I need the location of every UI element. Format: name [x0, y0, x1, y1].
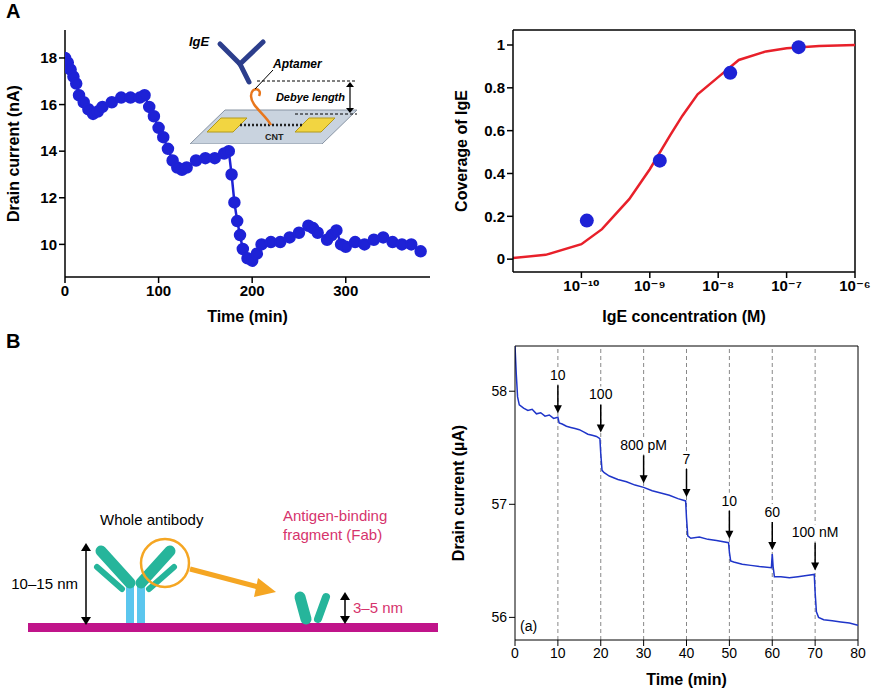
svg-text:1: 1 — [497, 36, 505, 53]
svg-text:IgE concentration (M): IgE concentration (M) — [602, 308, 766, 325]
html-text:A: A — [6, 0, 21, 22]
svg-text:7: 7 — [683, 451, 691, 467]
svg-text:0: 0 — [511, 645, 519, 661]
svg-text:10⁻⁶: 10⁻⁶ — [839, 277, 871, 294]
svg-text:0.4: 0.4 — [484, 165, 506, 182]
svg-text:Drain current (nA): Drain current (nA) — [5, 85, 22, 222]
svg-text:100: 100 — [589, 386, 613, 402]
svg-text:40: 40 — [679, 645, 695, 661]
svg-text:10⁻¹⁰: 10⁻¹⁰ — [563, 277, 599, 294]
svg-text:IgE: IgE — [189, 34, 210, 49]
svg-text:57: 57 — [491, 496, 507, 512]
svg-text:200: 200 — [240, 282, 265, 299]
svg-text:10: 10 — [550, 367, 566, 383]
svg-text:20: 20 — [593, 645, 609, 661]
svg-text:Whole antibody: Whole antibody — [100, 511, 204, 528]
svg-text:Time (min): Time (min) — [646, 671, 727, 688]
svg-text:fragment (Fab): fragment (Fab) — [283, 526, 382, 543]
svg-text:10: 10 — [40, 236, 57, 253]
svg-text:16: 16 — [40, 96, 57, 113]
svg-text:10–15 nm: 10–15 nm — [11, 575, 78, 592]
svg-text:CNT: CNT — [265, 132, 284, 142]
svg-text:0.2: 0.2 — [484, 208, 505, 225]
svg-text:56: 56 — [491, 609, 507, 625]
svg-text:Time (min): Time (min) — [207, 308, 288, 325]
svg-text:10⁻⁸: 10⁻⁸ — [702, 277, 734, 294]
svg-text:58: 58 — [491, 383, 507, 399]
svg-text:100: 100 — [146, 282, 171, 299]
svg-text:10⁻⁷: 10⁻⁷ — [771, 277, 802, 294]
svg-text:Aptamer: Aptamer — [272, 57, 323, 71]
svg-text:30: 30 — [636, 645, 652, 661]
svg-text:60: 60 — [764, 504, 780, 520]
svg-text:Drain current (µA): Drain current (µA) — [450, 425, 467, 561]
svg-text:0.6: 0.6 — [484, 122, 505, 139]
svg-text:14: 14 — [40, 142, 57, 159]
svg-text:80: 80 — [850, 645, 866, 661]
svg-text:18: 18 — [40, 49, 57, 66]
svg-text:Coverage of IgE: Coverage of IgE — [453, 90, 470, 212]
svg-text:Debye length: Debye length — [276, 91, 345, 103]
svg-text:0.8: 0.8 — [484, 79, 505, 96]
svg-text:70: 70 — [807, 645, 823, 661]
svg-text:12: 12 — [40, 189, 57, 206]
svg-text:50: 50 — [722, 645, 738, 661]
html-text:(a): (a) — [520, 618, 538, 634]
svg-text:0: 0 — [61, 282, 69, 299]
svg-text:800 pM: 800 pM — [620, 437, 667, 453]
svg-text:3–5 nm: 3–5 nm — [353, 599, 403, 616]
svg-text:10: 10 — [550, 645, 566, 661]
svg-text:0: 0 — [497, 250, 505, 267]
svg-text:10: 10 — [722, 493, 738, 509]
svg-text:Antigen-binding: Antigen-binding — [283, 507, 387, 524]
svg-text:10⁻⁹: 10⁻⁹ — [634, 277, 666, 294]
svg-text:60: 60 — [764, 645, 780, 661]
svg-text:300: 300 — [333, 282, 358, 299]
svg-text:100 nM: 100 nM — [792, 524, 839, 540]
html-text:B: B — [6, 330, 21, 352]
